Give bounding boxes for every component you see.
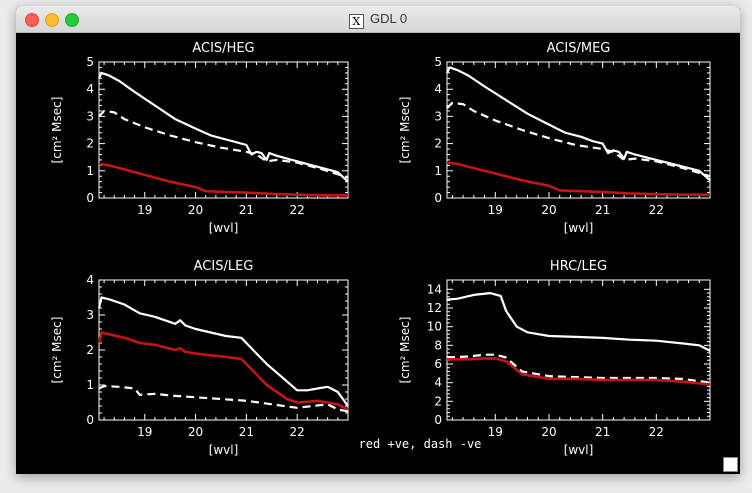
zoom-button[interactable] [65,13,79,27]
panel-4-xtick-label: 22 [649,425,664,439]
panel-3-series-solid-red [97,331,349,411]
panel-4-ytick-label: 14 [427,282,442,296]
panel-4-title: HRC/LEG [550,259,607,274]
panel-2-xtick-label: 20 [541,203,556,217]
x11-icon: X [348,14,364,29]
panel-1-ytick-label: 5 [86,55,94,69]
panel-4-xlabel: [wvl] [564,443,594,457]
panel-3-xtick-label: 21 [239,425,254,439]
panel-4-ytick-label: 0 [434,413,442,427]
resize-handle[interactable] [723,457,738,472]
panel-4-series-solid-white [446,292,711,352]
panel-1-series-dashed-white [98,109,349,179]
panel-3-xtick-label: 22 [290,425,305,439]
panel-3-ytick-label: 1 [86,378,94,392]
panel-2-xtick-label: 21 [595,203,610,217]
panel-4-xtick-label: 20 [541,425,556,439]
panel-4-ytick-label: 12 [427,301,442,315]
panel-2-ytick-label: 0 [434,191,442,205]
panel-4-xtick-label: 19 [488,425,503,439]
panel-2-ytick-label: 2 [434,137,442,151]
panel-3-ytick-label: 2 [86,343,94,357]
panel-3-ylabel: [cm² Msec] [50,317,64,384]
panel-1-series-solid-red [98,162,348,197]
panel-1-title: ACIS/HEG [192,41,254,56]
panel-2-series-solid-white [446,66,711,182]
panel-1-xtick-label: 20 [188,203,203,217]
panel-4-ytick-label: 10 [427,320,442,334]
panel-1-xtick-label: 21 [239,203,254,217]
window-title-group: X GDL 0 [16,11,740,29]
panel-2-xtick-label: 19 [488,203,503,217]
panel-2-ytick-label: 5 [434,55,442,69]
panel-4-ytick-label: 8 [434,338,442,352]
panel-4-series-solid-red [447,357,711,386]
panel-3-ytick-label: 0 [86,413,94,427]
panel-1-ytick-label: 2 [86,137,94,151]
panel-4-frame [446,279,711,421]
panel-4-ytick-label: 6 [434,357,442,371]
panel-3-ytick-label: 4 [86,273,94,287]
panel-2-ytick-label: 3 [434,109,442,123]
panel-1-xtick-label: 22 [290,203,305,217]
panel-1-frame [98,61,349,199]
panel-1-xtick-label: 19 [137,203,152,217]
panel-1-ytick-label: 0 [86,191,94,205]
panel-1-xlabel: [wvl] [209,221,239,235]
panel-3-series-solid-white [97,296,349,407]
legend-caption: red +ve, dash -ve [359,437,482,451]
panel-1-ytick-label: 4 [86,82,94,96]
app-window: X GDL 0 red +ve, dash -ve ACIS/HEG 19 20 21 2… [16,6,740,474]
panel-2-ytick-label: 4 [434,82,442,96]
panel-3-xtick-label: 19 [137,425,152,439]
panel-2-xtick-label: 22 [649,203,664,217]
panel-3-title: ACIS/LEG [194,259,254,274]
title-bar[interactable]: X GDL 0 [16,6,740,33]
minimize-button[interactable] [45,13,59,27]
panel-4-xtick-label: 21 [595,425,610,439]
panel-3-series-dashed-white [98,385,349,413]
window-title: GDL 0 [369,11,408,26]
panel-3-frame [98,279,349,421]
panel-2-ylabel: [cm² Msec] [398,97,412,164]
close-button[interactable] [25,13,39,27]
panel-4-series-dashed-white [446,353,711,384]
panel-4-ylabel: [cm² Msec] [398,317,412,384]
panel-2-frame [446,61,711,199]
panel-2-title: ACIS/MEG [547,41,611,56]
panel-1-ytick-label: 3 [86,109,94,123]
panel-3-ytick-label: 3 [86,308,94,322]
panel-2-series-solid-red [446,161,710,196]
panel-2-series-dashed-white [446,101,711,178]
panel-4-ytick-label: 2 [434,394,442,408]
panel-4-ytick-label: 4 [434,376,442,390]
panel-2-xlabel: [wvl] [564,221,594,235]
panel-1-series-solid-white [98,71,349,183]
panel-1-ytick-label: 1 [86,164,94,178]
panel-3-xlabel: [wvl] [209,443,239,457]
panel-3-xtick-label: 20 [188,425,203,439]
panel-1-ylabel: [cm² Msec] [50,97,64,164]
panel-2-ytick-label: 1 [434,164,442,178]
